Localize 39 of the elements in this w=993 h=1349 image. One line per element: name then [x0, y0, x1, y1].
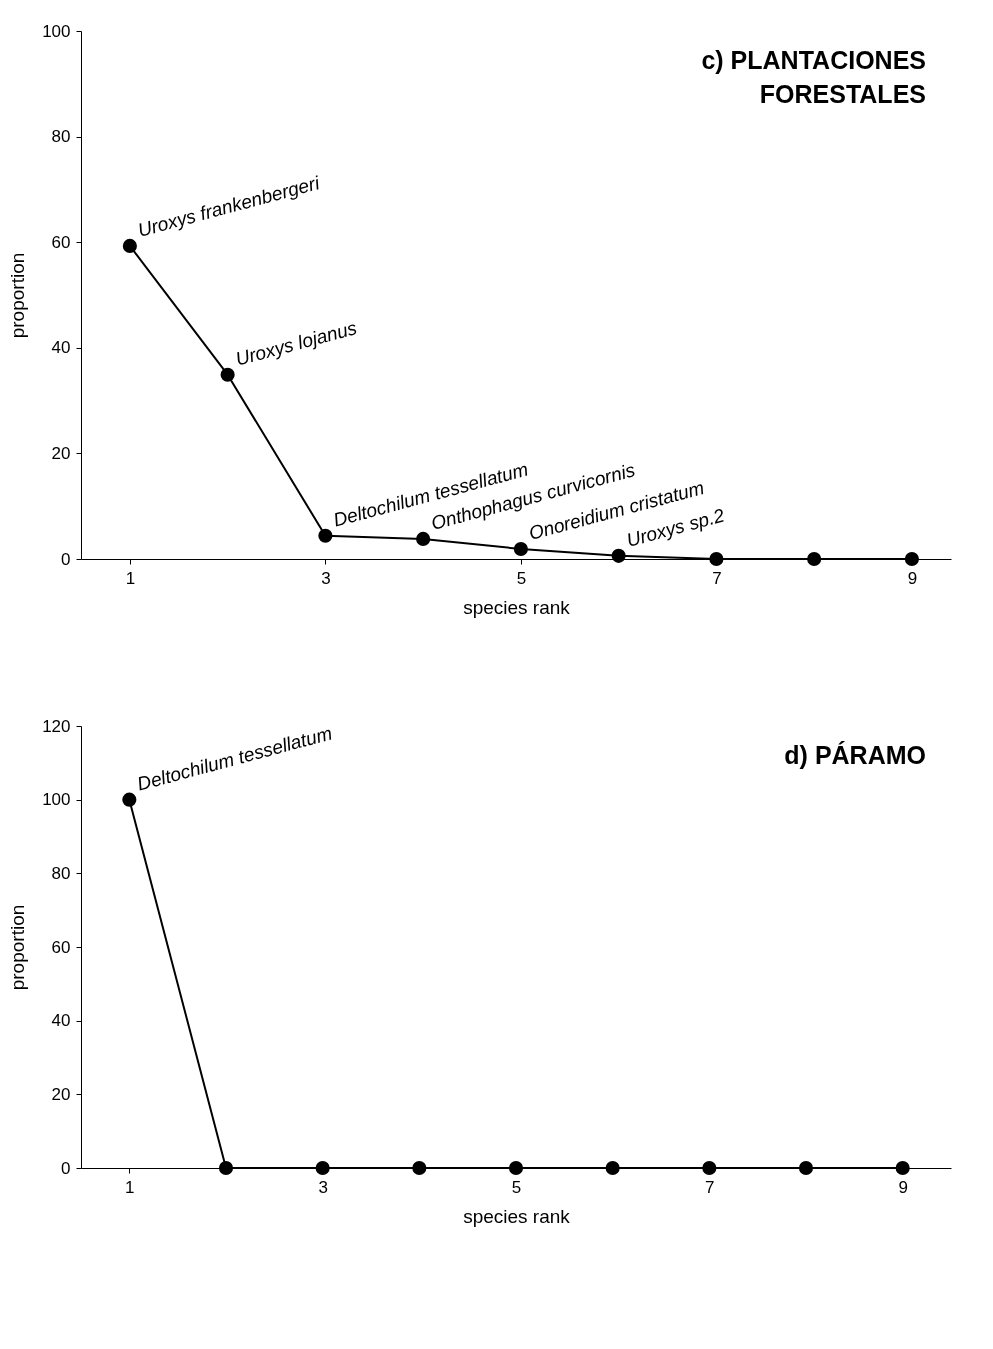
y-tick-label: 80 [51, 863, 71, 883]
y-axis-title: proportion [7, 252, 29, 339]
x-axis-title: species rank [463, 596, 571, 618]
y-tick-label: 20 [51, 443, 71, 463]
text: c) PLANTACIONES FORESTALES [701, 46, 926, 108]
y-tick-label: 100 [42, 21, 71, 41]
y-tick-label: 20 [51, 1084, 71, 1104]
y-tick-label: 80 [51, 127, 71, 147]
x-tick-label: 7 [705, 1177, 715, 1197]
y-tick-label: 100 [42, 790, 71, 810]
x-tick-label: 1 [125, 568, 136, 588]
point [904, 551, 919, 567]
y-axis-title: proportion [7, 904, 29, 991]
x-tick-label: 9 [907, 568, 918, 588]
point [513, 541, 528, 557]
x-tick-label: 5 [511, 1177, 522, 1197]
x-axis-title: species rank [463, 1205, 571, 1227]
y-tick-label: 60 [51, 232, 71, 252]
y-tick-label: 120 [42, 716, 71, 736]
y-tick-label: 60 [51, 937, 71, 957]
point [318, 528, 333, 543]
point [709, 551, 724, 567]
x-tick-label: 7 [712, 568, 722, 588]
point [122, 238, 137, 253]
x-tick-label: 3 [321, 568, 331, 588]
x-tick-label: 3 [318, 1177, 328, 1197]
point [611, 548, 626, 563]
point [416, 531, 431, 546]
y-tick-label: 0 [61, 549, 71, 569]
point [220, 367, 235, 382]
y-tick-label: 0 [61, 1158, 71, 1178]
y-tick-label: 40 [51, 1011, 71, 1031]
point [807, 551, 822, 567]
x-tick-label: 5 [516, 568, 527, 588]
x-tick-label: 9 [898, 1177, 908, 1197]
x-tick-label: 1 [125, 1177, 135, 1197]
annotation: Uroxys lojanus [233, 317, 360, 370]
text: d) PÁRAMO [784, 741, 926, 769]
y-tick-label: 40 [51, 338, 71, 358]
